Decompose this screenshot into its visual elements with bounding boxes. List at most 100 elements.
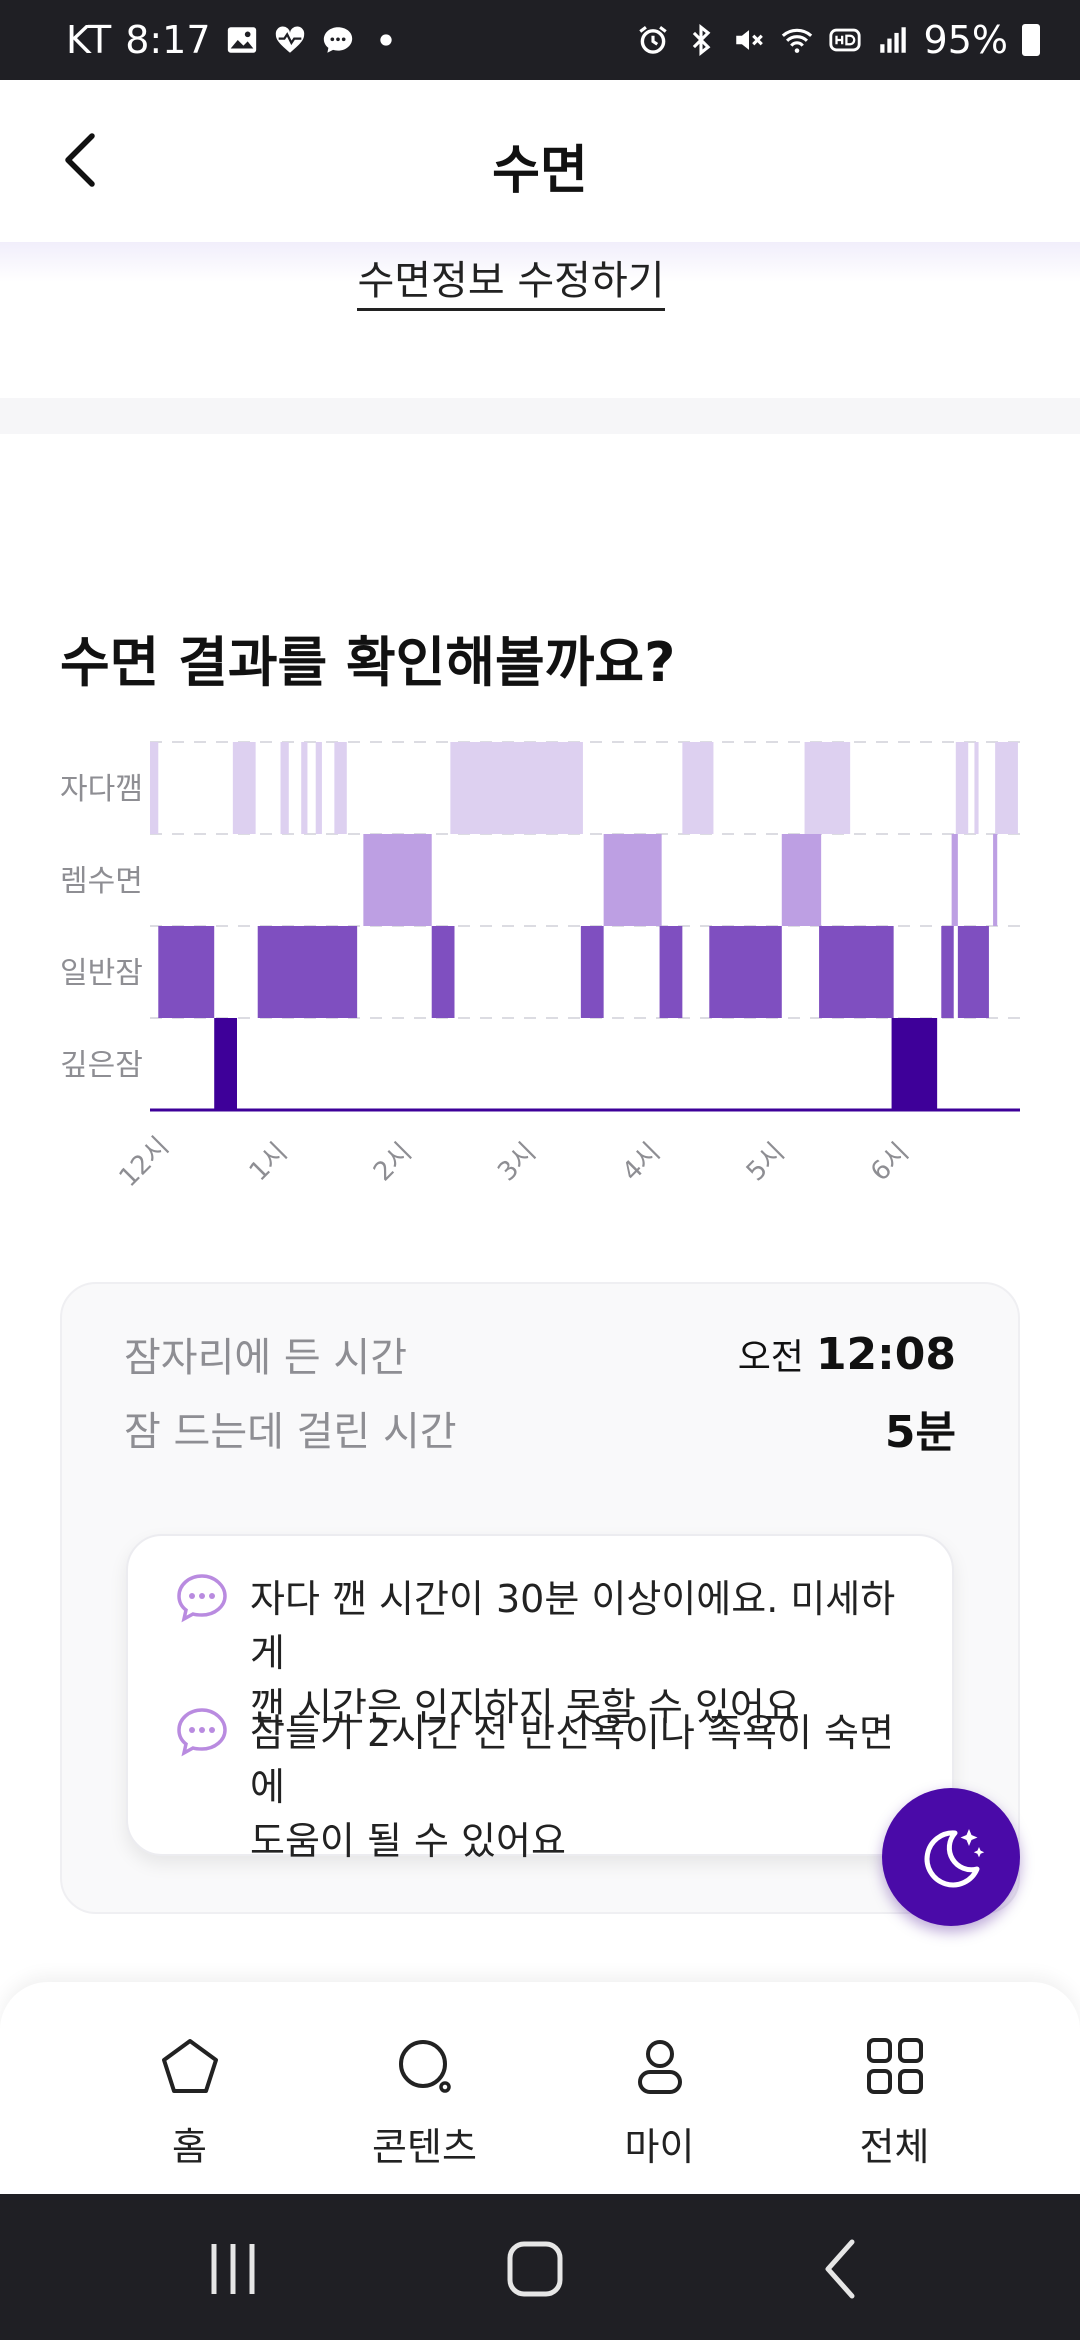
y-tick-label: 렘수면 (60, 864, 143, 899)
sleep-segment-일반잠 (957, 926, 989, 1018)
sleep-segment-자다깸 (150, 742, 159, 834)
home-icon (161, 2039, 218, 2093)
sleep-segment-일반잠 (941, 926, 954, 1018)
latency-label: 잠 드는데 걸린 시간 (124, 1409, 457, 1455)
moon-stars-icon (924, 1829, 985, 1888)
y-tick-label: 깊은잠 (60, 1048, 143, 1083)
mute-icon (732, 23, 766, 57)
sleep-segment-일반잠 (158, 926, 215, 1018)
message-icon (321, 23, 355, 57)
sleep-segment-깊은잠 (214, 1018, 237, 1110)
carrier: KT (66, 18, 112, 62)
x-tick-label: 3시 (492, 1137, 542, 1187)
battery-icon (1022, 24, 1040, 56)
app-header: 수면 (0, 80, 1080, 242)
chat-bubble-icon (177, 1574, 227, 1623)
tip-line: 도움이 될 수 있어요 (250, 1819, 566, 1863)
tip-line: 잠들기 2시간 전 반신욕이나 족욕이 숙면에 (250, 1711, 894, 1809)
x-tick-label: 2시 (368, 1137, 418, 1187)
sleep-segment-자다깸 (995, 742, 1018, 834)
sleep-segment-일반잠 (659, 926, 683, 1018)
sleep-segment-일반잠 (580, 926, 604, 1018)
bedtime-label: 잠자리에 든 시간 (124, 1335, 408, 1381)
bedtime-ampm: 오전 (737, 1337, 804, 1378)
clock: 8:17 (125, 18, 211, 62)
sleep-segment-자다깸 (804, 742, 851, 834)
sleep-segment-일반잠 (257, 926, 358, 1018)
back-nav-icon[interactable] (806, 2234, 876, 2304)
sleep-segment-자다깸 (232, 742, 256, 834)
bedtime-row: 잠자리에 든 시간 오전 12:08 (124, 1324, 956, 1384)
sleep-segment-렘수면 (951, 834, 958, 926)
sleep-summary-card: 잠자리에 든 시간 오전 12:08 잠 드는데 걸린 시간 5분 자다 깬 시… (60, 1282, 1020, 1914)
nav-my-label: 마이 (624, 2125, 695, 2169)
y-tick-label: 자다깸 (60, 772, 143, 807)
latency-row: 잠 드는데 걸린 시간 5분 (124, 1398, 956, 1458)
bottom-navigation: 홈 콘텐츠 마이 전체 (0, 1982, 1080, 2194)
edit-sleep-info-label: 수면정보 수정하기 (357, 258, 665, 311)
sleep-segment-자다깸 (955, 742, 969, 834)
sleep-tips-card: 자다 깬 시간이 30분 이상이에요. 미세하게 깬 시간은 인지하지 못할 수… (126, 1534, 954, 1863)
status-bar: KT 8:17 95% (0, 0, 1080, 80)
tip-text: 잠들기 2시간 전 반신욕이나 족욕이 숙면에 도움이 될 수 있어요 (250, 1706, 922, 1868)
grid-icon (866, 2038, 923, 2094)
x-tick-label: 4시 (617, 1137, 667, 1187)
sleep-segment-렘수면 (363, 834, 432, 926)
bedtime-time: 12:08 (815, 1329, 956, 1380)
x-tick-label: 1시 (244, 1137, 294, 1187)
nav-all-label: 전체 (859, 2125, 930, 2169)
search-icon (398, 2040, 451, 2093)
nav-my[interactable]: 마이 (542, 1982, 777, 2194)
recent-apps-icon[interactable] (198, 2234, 268, 2304)
nav-home[interactable]: 홈 (72, 1982, 307, 2194)
latency-value: 5분 (884, 1407, 956, 1458)
system-navigation-bar (0, 2194, 1080, 2340)
sleep-segment-깊은잠 (891, 1018, 938, 1110)
tip-item: 잠들기 2시간 전 반신욕이나 족욕이 숙면에 도움이 될 수 있어요 (174, 1706, 922, 1868)
x-tick-label: 5시 (741, 1137, 791, 1187)
nav-all[interactable]: 전체 (777, 1982, 1012, 2194)
sleep-segment-자다깸 (301, 742, 308, 834)
sleep-segment-자다깸 (450, 742, 583, 834)
gallery-icon (225, 23, 259, 57)
x-tick-label: 6시 (865, 1137, 915, 1187)
home-button-icon[interactable] (500, 2234, 570, 2304)
sleep-segment-자다깸 (334, 742, 347, 834)
y-tick-label: 일반잠 (60, 956, 143, 991)
back-button[interactable] (54, 130, 114, 190)
tip-text: 자다 깬 시간이 30분 이상이에요. 미세하게 깬 시간은 인지하지 못할 수… (250, 1572, 922, 1734)
person-icon (637, 2040, 682, 2094)
chat-bubble-icon (177, 1708, 227, 1757)
sleep-segment-일반잠 (819, 926, 894, 1018)
edit-sleep-info-link[interactable]: 수면정보 수정하기 (0, 248, 1022, 311)
signal-icon (876, 23, 910, 57)
sleep-mode-fab[interactable] (882, 1788, 1020, 1926)
sleep-segment-일반잠 (709, 926, 782, 1018)
status-right: 95% (636, 18, 1040, 62)
tip-item: 자다 깬 시간이 30분 이상이에요. 미세하게 깬 시간은 인지하지 못할 수… (174, 1572, 922, 1734)
sleep-segment-렘수면 (993, 834, 998, 926)
nav-contents[interactable]: 콘텐츠 (307, 1982, 542, 2194)
section-divider (0, 398, 1080, 434)
dot-icon (369, 23, 403, 57)
nav-contents-label: 콘텐츠 (372, 2125, 477, 2169)
x-tick-label: 12시 (114, 1132, 176, 1190)
sleep-segment-자다깸 (280, 742, 289, 834)
sleep-segment-자다깸 (315, 742, 322, 834)
battery-percent: 95% (923, 18, 1008, 62)
status-left: KT 8:17 (66, 18, 403, 62)
nav-home-label: 홈 (172, 2125, 207, 2169)
health-icon (273, 23, 307, 57)
header-shadow (0, 242, 1080, 282)
sleep-segment-렘수면 (603, 834, 662, 926)
page-title: 수면 (492, 141, 588, 201)
alarm-icon (636, 23, 670, 57)
sleep-segment-일반잠 (431, 926, 455, 1018)
section-title: 수면 결과를 확인해볼까요? (60, 631, 676, 694)
hd-voice-icon (828, 23, 862, 57)
sleep-segment-렘수면 (781, 834, 822, 926)
sleep-segment-자다깸 (974, 742, 979, 834)
wifi-icon (780, 23, 814, 57)
